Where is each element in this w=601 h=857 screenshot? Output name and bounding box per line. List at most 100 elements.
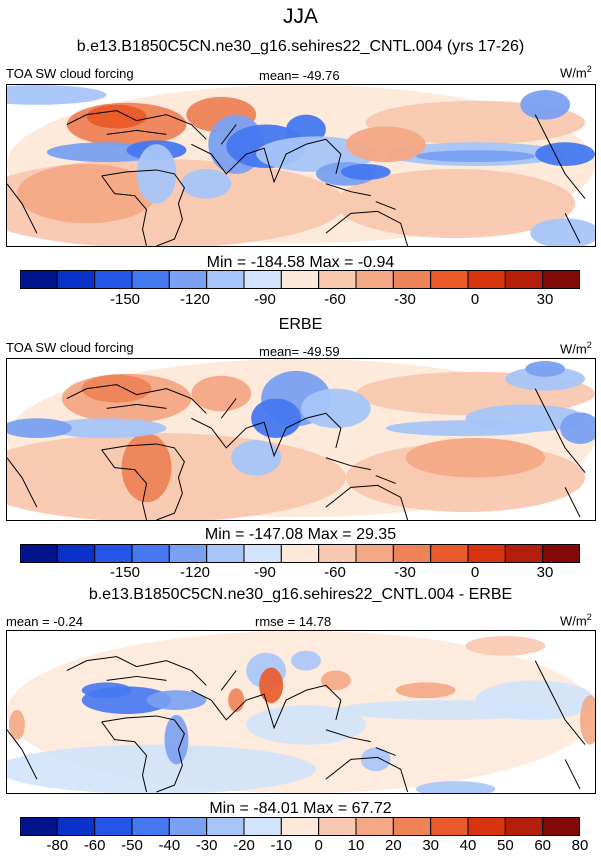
colorbar-swatch [467,544,506,563]
colorbar-swatch [280,544,320,563]
colorbar-swatch [206,817,245,836]
colorbar-tick-label: -10 [270,837,293,854]
coastline [325,756,409,793]
coastline [191,398,307,458]
coastline [101,169,185,246]
colorbar-tick-label: -150 [109,564,141,581]
field-contour [136,144,177,204]
panel-heading: ERBE [278,316,323,333]
panel-heading: b.e13.B1850C5CN.ne30_g16.sehires22_CNTL.… [76,38,525,55]
panel-units: W/m2 [560,64,592,81]
field-contour [86,104,147,129]
colorbar-tick-label: 40 [459,837,477,854]
field-contour [81,682,132,699]
field-contour [475,680,595,720]
colorbar-tick-label: -40 [158,837,181,854]
panel-minmax: Min = -184.58 Max = -0.94 [206,254,395,271]
coastline [305,684,396,756]
colorbar-swatch [20,270,58,289]
field-contour [181,168,232,199]
colorbar-swatch [206,270,245,289]
coastline [7,457,38,508]
colorbar-swatch [467,270,506,289]
coastline [101,715,185,793]
colorbar-swatch [243,817,282,836]
colorbar-swatch [430,817,469,836]
field-contour [146,690,207,711]
colorbar-tick-label: -90 [254,291,276,308]
colorbar-swatch [504,544,544,563]
field-contour [301,388,371,429]
coastline [534,388,586,518]
colorbar-ticks: -80 -60 -50 -40 -30 -20 -10 0 10 20 30 40 50 60 80 [20,837,588,857]
colorbar-tick-label: 60 [534,837,551,854]
colorbar-swatch [206,544,245,563]
field-contour [7,85,107,105]
colorbar-tick-label: -30 [195,837,218,854]
colorbar-swatch [542,544,580,563]
field-contour [385,420,546,437]
panel-heading: b.e13.B1850C5CN.ne30_g16.sehires22_CNTL.… [88,586,513,603]
colorbar-tick-label: 0 [470,291,480,308]
coastline [191,124,307,184]
colorbar [20,817,580,836]
colorbar-swatch [56,270,96,289]
field-contour [164,714,189,765]
coastline [191,670,307,730]
map-panel [6,84,596,247]
colorbar-swatch [392,270,432,289]
coastline [66,110,207,140]
colorbar-tick-label: -50 [121,837,143,854]
field-contour [251,398,301,439]
field-contour [340,164,391,180]
colorbar-swatch [355,270,394,289]
field-contour [465,635,546,656]
colorbar-tick-label: 80 [571,837,589,854]
panel-mean-label: mean= -49.76 [259,68,340,83]
colorbar-tick-label: 50 [496,837,514,854]
coastline [7,183,38,234]
colorbar-swatch [94,817,133,836]
colorbar-tick-label: -30 [394,291,416,308]
colorbar-swatch [168,270,208,289]
map-panel [6,358,596,521]
colorbar-swatch [280,270,320,289]
colorbar-tick-label: 30 [536,564,554,581]
field-contour [121,433,172,503]
field-contour [7,744,316,793]
colorbar-swatch [430,270,469,289]
colorbar-tick-label: -120 [179,291,211,308]
colorbar-swatch [392,544,432,563]
panel-rmse-label: rmse = 14.78 [255,614,332,629]
coastline [534,114,586,244]
colorbar-swatch [56,817,96,836]
colorbar-swatch [355,544,394,563]
field-contour [415,150,536,163]
field-contour [16,164,157,224]
coastline [534,660,586,790]
colorbar-tick-label: -30 [394,564,416,581]
coastline [325,210,409,246]
field-contour [231,439,282,476]
colorbar-swatch [504,270,544,289]
field-contour [246,705,366,745]
colorbar-swatch [243,270,282,289]
coastline [325,484,409,520]
colorbar-tick-label: -90 [254,564,276,581]
colorbar-swatch [131,544,170,563]
field-contour [360,747,391,772]
coastline [305,138,396,210]
colorbar [20,270,580,289]
coastline [66,384,207,414]
field-contour [405,438,546,478]
field-contour [8,710,25,740]
colorbar-swatch [94,270,133,289]
field-contour [46,418,167,439]
map-panel [6,630,596,794]
field-contour [505,366,586,391]
coastline [7,729,38,780]
panel-left-label: TOA SW cloud forcing [6,66,134,81]
coastline [305,412,396,484]
colorbar-tick-label: -150 [109,291,141,308]
field-contour [395,682,456,699]
